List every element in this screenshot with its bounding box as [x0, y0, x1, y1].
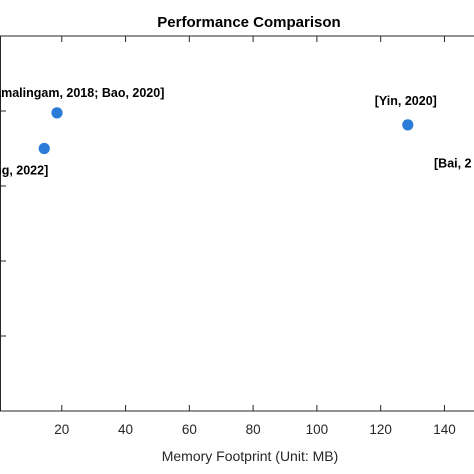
point-label-3: [Bai, 2 — [434, 156, 472, 170]
point-label-2: [Yin, 2020] — [375, 94, 437, 108]
x-tick-label-140: 140 — [433, 422, 456, 437]
x-tick-label-120: 120 — [369, 422, 392, 437]
x-axis-label: Memory Footprint (Unit: MB) — [162, 448, 339, 464]
plot-area: 2040608010012014016[Teng, 2020; Ramaling… — [0, 35, 474, 437]
x-tick-label-100: 100 — [306, 422, 329, 437]
point-label-0: [Teng, 2020; Ramalingam, 2018; Bao, 2020… — [0, 86, 164, 100]
x-tick-label-80: 80 — [246, 422, 261, 437]
data-point-2 — [402, 119, 414, 131]
point-label-1: [Huang, 2022] — [0, 164, 48, 178]
data-point-1 — [38, 142, 50, 155]
chart-title: Performance Comparison — [157, 14, 340, 31]
x-tick-label-60: 60 — [182, 422, 197, 437]
x-tick-label-40: 40 — [118, 422, 133, 437]
x-tick-label-20: 20 — [54, 422, 69, 437]
data-point-0 — [51, 107, 63, 119]
